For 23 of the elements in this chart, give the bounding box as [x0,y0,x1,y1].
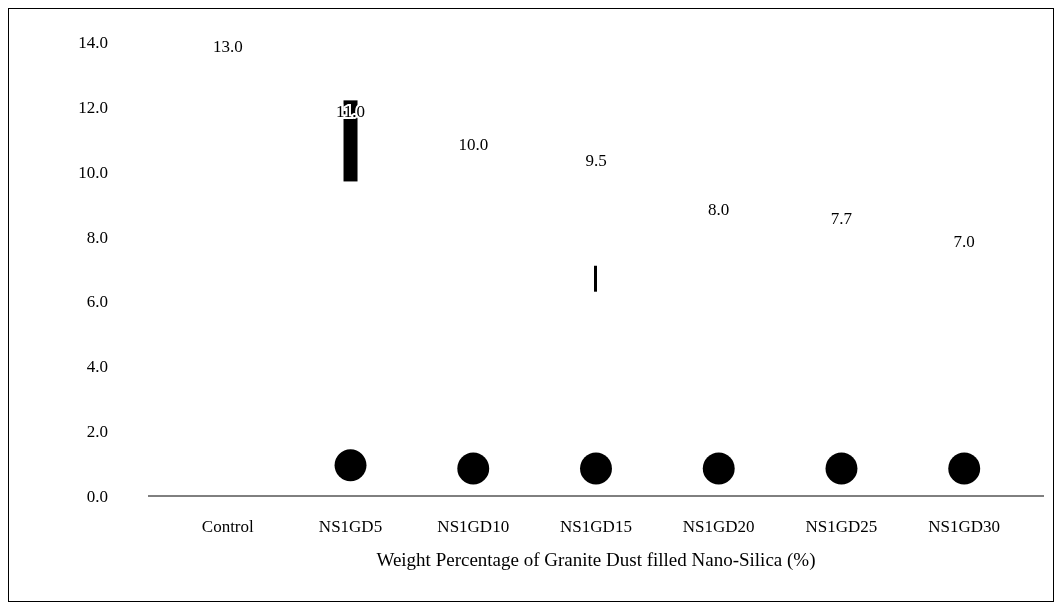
x-tick-label: NS1GD20 [682,517,755,536]
x-axis-title: Weight Percentage of Granite Dust filled Nano-Silica (%) [376,549,816,571]
annotation: 10.0 [458,134,489,154]
x-tick-label: Control [201,517,255,536]
y-tick-label: 2.0 [86,422,108,442]
annotation: 7.7 [830,209,853,229]
annotation: 13.0 [212,37,243,57]
x-tick-label: NS1GD10 [437,517,510,536]
y-tick-label: 0.0 [86,486,108,506]
x-tick-label: NS1GD25 [805,517,878,536]
y-tick-label: 14.0 [78,32,108,52]
annotation: 8.0 [708,199,730,219]
y-tick-label: 12.0 [78,97,108,117]
x-tick-label: NS1GD5 [318,517,383,536]
x-tick-label: NS1GD15 [560,517,632,536]
y-tick-label: 8.0 [86,227,108,247]
y-tick-label: 10.0 [78,162,108,182]
annotation: 9.5 [585,150,607,170]
annotation: 7.0 [953,232,975,251]
x-tick-label: NS1GD30 [928,517,1001,536]
y-tick-label: 6.0 [86,292,108,312]
y-tick-label: 4.0 [86,357,108,377]
annotation: 11.0 [335,102,366,122]
